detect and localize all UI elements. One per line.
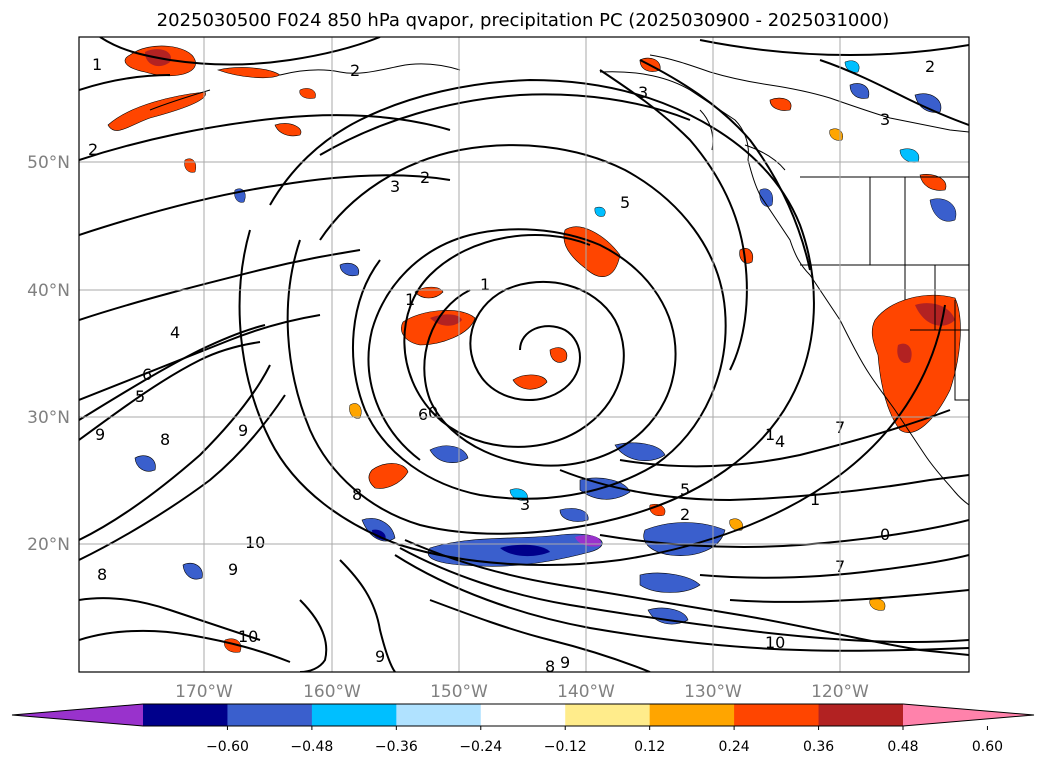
gridlines [79,37,969,672]
contour-label: 5 [135,387,145,406]
contour-label: 4 [775,432,785,451]
lat-tick-labels: 50°N 40°N 30°N 20°N [27,153,70,555]
colorbar-segment [565,704,651,726]
map-background [79,37,969,672]
contour-label: 8 [97,565,107,584]
lat-tick-label: 30°N [27,408,70,428]
colorbar-tick-label: −0.12 [544,739,587,755]
lat-tick-label: 20°N [27,535,70,555]
colorbar-segment [734,704,820,726]
lat-tick-label: 50°N [27,153,70,173]
contour-label: 2 [925,57,935,76]
contour-label: 2 [88,140,98,159]
contour-label: 1 [810,490,820,509]
colorbar-tick-label: −0.48 [290,739,333,755]
contour-label: 6 [142,365,152,384]
contour-label: 9 [95,425,105,444]
contour-label: 1 [405,290,415,309]
lon-tick-label: 140°W [557,682,615,702]
north-america-coastline [599,71,969,506]
colorbar-segment [480,704,566,726]
contour-label: 4 [170,323,180,342]
colorbar: −0.60 −0.48 −0.36 −0.24 −0.12 0.12 0.24 0.36 0.4… [11,703,1035,755]
figure-title: 2025030500 F024 850 hPa qvapor, precipit… [157,10,890,31]
colorbar-tick-label: 0.36 [803,739,834,755]
map-panel: 1 2 2 3 2 4 6 5 9 8 9 10 9 8 10 9 6 8 1 … [27,36,970,702]
lat-tick-label: 40°N [27,281,70,301]
contour-label: 1 [92,55,102,74]
contour-label: 3 [880,110,890,129]
contour-label: 5 [620,193,630,212]
colorbar-tick-label: 0.24 [719,739,750,755]
contour-label: 2 [420,168,430,187]
contour-label: 9 [375,647,385,666]
colorbar-segment [818,704,904,726]
contour-layer [79,37,969,672]
lon-tick-label: 160°W [303,682,361,702]
contour-label: 3 [390,177,400,196]
contour-label: 9 [238,421,248,440]
contour-label: 10 [245,533,265,552]
colorbar-extend-low [12,704,143,726]
contour-label: 2 [680,505,690,524]
colorbar-segments [11,703,1035,727]
colorbar-outline [11,703,1035,727]
colorbar-tick-label: 0.60 [972,739,1003,755]
contour-label: 3 [520,495,530,514]
contour-label: 0 [880,525,890,544]
colorbar-tick-labels: −0.60 −0.48 −0.36 −0.24 −0.12 0.12 0.24 0.36 0.4… [206,739,1003,755]
colorbar-tick-label: 0.12 [634,739,665,755]
contour-label: 9 [228,560,238,579]
contour-label: 0 [428,403,438,422]
contour-label: 8 [160,430,170,449]
lon-tick-labels: 170°W 160°W 150°W 140°W 130°W 120°W [175,682,869,702]
colorbar-ticks [226,726,988,730]
contour-line [403,234,625,448]
colorbar-segment [227,704,313,726]
contour-label: 1 [480,275,490,294]
contour-label: 8 [352,485,362,504]
contour-label: 6 [418,405,428,424]
lon-tick-label: 120°W [811,682,869,702]
colorbar-segment [396,704,482,726]
colorbar-tick-label: −0.24 [459,739,502,755]
coastline-layer [149,54,969,506]
map-frame [78,36,970,673]
contour-label: 9 [560,653,570,672]
border-layer [800,176,969,401]
contour-label: 10 [765,633,785,652]
lon-tick-label: 150°W [430,682,488,702]
colorbar-segment [649,704,735,726]
colorbar-segment [143,704,228,726]
colorbar-tick-label: −0.60 [206,739,249,755]
colorbar-extend-high [903,704,1034,726]
contour-label: 8 [545,657,555,676]
contour-label: 3 [638,83,648,102]
contour-label: 5 [680,480,690,499]
contour-label: 1 [765,425,775,444]
colorbar-segment [311,704,397,726]
colorbar-tick-label: 0.48 [887,739,918,755]
lon-tick-label: 170°W [175,682,233,702]
colorbar-tick-label: −0.36 [375,739,418,755]
lon-tick-label: 130°W [684,682,742,702]
contour-label: 10 [238,627,258,646]
contour-label: 2 [350,61,360,80]
